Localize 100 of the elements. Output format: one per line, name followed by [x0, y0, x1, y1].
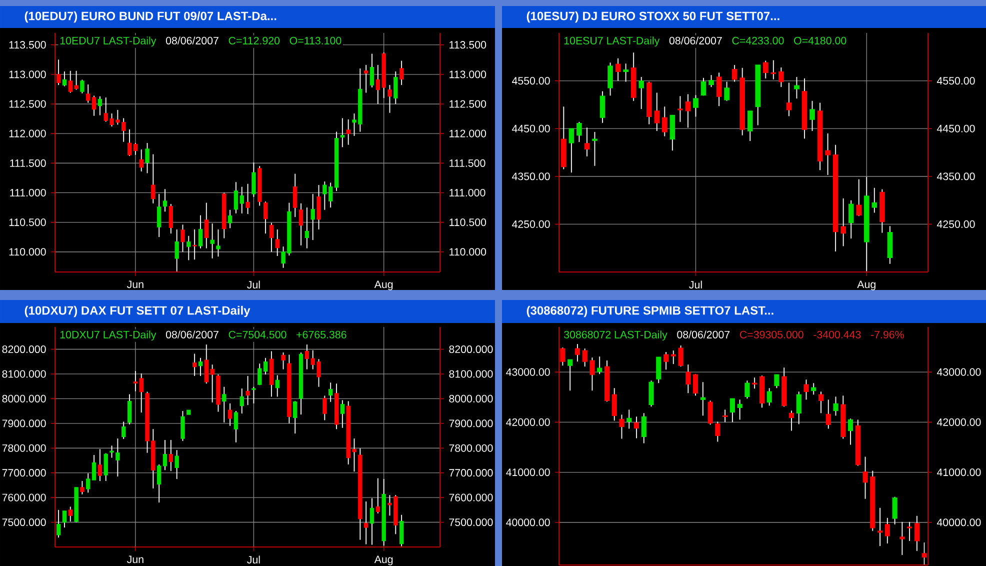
y2-tick-label: 7800.000: [449, 444, 493, 452]
candlestick: [275, 374, 280, 398]
candlestick: [151, 154, 156, 204]
candlestick: [592, 131, 598, 166]
candlestick: [168, 439, 174, 472]
candlestick: [708, 400, 713, 426]
candlestick: [328, 382, 333, 402]
candlestick: [122, 421, 126, 440]
chart-title: (10EDU7) EURO BUND FUT 09/07 LAST-Da...: [24, 11, 276, 23]
candlestick: [568, 359, 573, 392]
y2-tick-label: 8100.000: [449, 370, 493, 378]
candlestick: [762, 60, 768, 79]
candlestick: [275, 228, 280, 256]
candlestick: [600, 90, 606, 124]
candlestick: [623, 63, 628, 82]
y2-tick-label: 8000.000: [449, 394, 493, 402]
y-tick-label: 112.000: [9, 130, 46, 138]
candlestick: [744, 380, 750, 400]
candlestick: [370, 498, 374, 546]
candlestick: [856, 178, 862, 217]
candlestick: [394, 70, 398, 104]
candlestick: [116, 438, 120, 478]
candlestick: [310, 193, 315, 241]
y-tick-label: 112.500: [9, 100, 46, 108]
candlestick: [269, 222, 274, 252]
candlestick: [263, 201, 268, 234]
candlestick: [615, 58, 621, 82]
y-tick-label: 8200.000: [2, 345, 46, 354]
candlestick: [162, 439, 168, 471]
candlestick: [692, 374, 698, 396]
annotation: 10EDU7 LAST-Daily: [60, 36, 156, 47]
candlestick: [340, 118, 345, 148]
x-tick-label: Aug: [857, 280, 876, 290]
annotation: 30868072 LAST-Daily: [564, 330, 668, 341]
y-tick-label: 8000.000: [2, 394, 46, 402]
candlestick: [576, 121, 582, 142]
candlestick: [641, 412, 646, 444]
x-tick-label: Jul: [247, 280, 260, 289]
candlestick: [590, 357, 595, 392]
candlestick: [252, 386, 256, 404]
candlestick: [292, 173, 298, 218]
candlestick: [293, 400, 298, 434]
candlestick: [80, 480, 84, 495]
candlestick: [560, 347, 566, 366]
candlestick: [98, 96, 102, 116]
candlestick: [788, 410, 794, 432]
x-tick-label: Aug: [374, 280, 393, 290]
candlestick: [877, 507, 883, 546]
candlestick: [216, 228, 220, 258]
candlestick: [568, 128, 574, 174]
y2-tick-label: 4250.00: [936, 220, 975, 228]
candlestick: [234, 410, 238, 443]
candlestick: [678, 96, 683, 122]
candlestick: [246, 183, 250, 214]
annotation: O=113.100: [290, 36, 342, 44]
candlestick: [156, 464, 162, 503]
y-tick-label: 4350.00: [512, 172, 550, 180]
candlestick: [180, 410, 185, 442]
y-tick-label: 7800.000: [2, 444, 46, 452]
chart-title: (10DXU7) DAX FUT SETT 07 LAST-Daily: [24, 306, 250, 318]
annotation: 08/06/2007: [166, 36, 218, 44]
candlestick: [766, 388, 772, 406]
x-tick-label: Jul: [247, 556, 260, 564]
candlestick: [364, 64, 368, 94]
y-tick-label: 43000.00: [506, 368, 550, 376]
candlestick: [399, 514, 404, 547]
annotation: 08/06/2007: [166, 330, 218, 338]
chart-title: (10ESU7) DJ EURO STOXX 50 FUT SETT07...: [526, 11, 780, 23]
x-tick-label: Aug: [374, 556, 393, 566]
candlestick: [700, 382, 706, 416]
y-tick-label: 7900.000: [2, 420, 46, 428]
candlestick: [686, 364, 691, 394]
candlestick: [234, 182, 238, 214]
y2-tick-label: 8200.000: [449, 345, 493, 354]
candlestick: [825, 132, 830, 176]
annotation: C=112.920: [228, 36, 280, 44]
candlestick: [770, 60, 776, 80]
candlestick: [700, 77, 706, 96]
candlestick: [258, 363, 262, 386]
candlestick: [198, 214, 203, 249]
candlestick: [92, 454, 96, 480]
candlestick: [86, 84, 90, 104]
y2-tick-label: 111.000: [450, 188, 486, 196]
candlestick: [364, 501, 368, 545]
candlestick: [246, 375, 250, 406]
candlestick: [670, 114, 676, 152]
candlestick: [907, 521, 912, 542]
candlestick: [663, 352, 669, 370]
annotation: C=39305.000: [740, 330, 804, 338]
candlestick: [204, 202, 209, 249]
candlestick: [174, 228, 179, 272]
candlestick: [715, 421, 720, 442]
y2-tick-label: 111.500: [450, 159, 486, 167]
candlestick: [156, 193, 162, 238]
y-tick-label: 4550.00: [512, 77, 550, 85]
candlestick: [810, 100, 815, 132]
candlestick: [582, 348, 588, 368]
candlestick: [794, 76, 800, 99]
candlestick: [92, 95, 96, 116]
y2-tick-label: 7900.000: [449, 420, 493, 428]
